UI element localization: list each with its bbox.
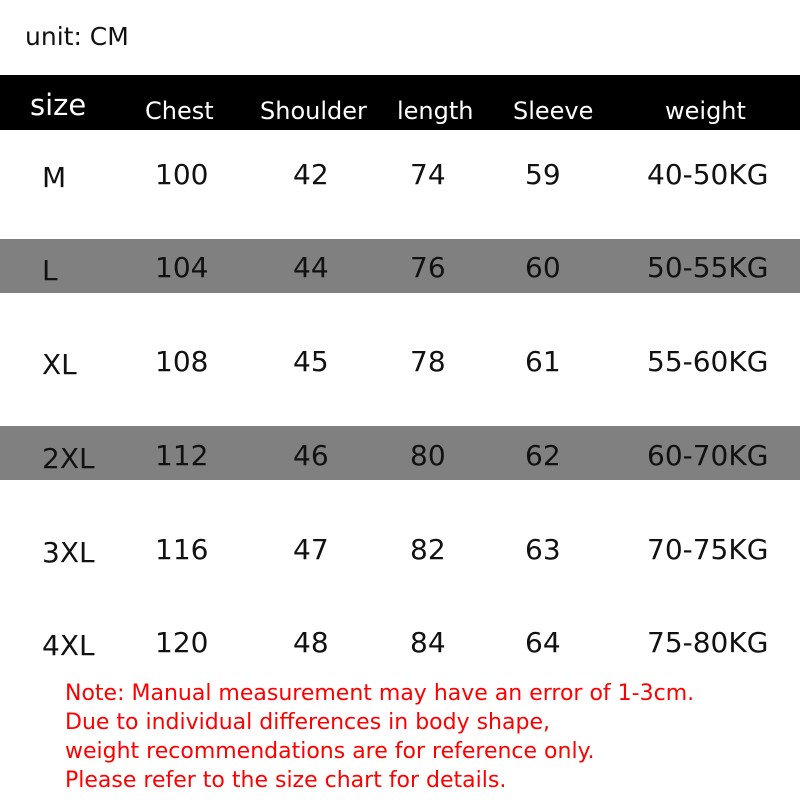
cell-sleeve: 62 bbox=[525, 439, 561, 472]
row-band bbox=[0, 239, 800, 293]
note-line: Please refer to the size chart for detai… bbox=[65, 768, 507, 793]
cell-length: 76 bbox=[410, 251, 446, 284]
header-length: length bbox=[397, 97, 474, 125]
cell-length: 74 bbox=[410, 158, 446, 191]
cell-chest: 100 bbox=[155, 158, 209, 191]
cell-weight: 55-60KG bbox=[647, 345, 769, 378]
cell-chest: 104 bbox=[155, 251, 209, 284]
cell-weight: 60-70KG bbox=[647, 439, 769, 472]
cell-chest: 112 bbox=[155, 439, 209, 472]
cell-length: 82 bbox=[410, 533, 446, 566]
cell-sleeve: 63 bbox=[525, 533, 561, 566]
header-size: size bbox=[30, 88, 87, 122]
cell-size: 2XL bbox=[42, 442, 95, 475]
cell-chest: 108 bbox=[155, 345, 209, 378]
cell-weight: 40-50KG bbox=[647, 158, 769, 191]
cell-chest: 116 bbox=[155, 533, 209, 566]
unit-label: unit: CM bbox=[25, 22, 129, 51]
header-chest: Chest bbox=[145, 97, 214, 125]
cell-sleeve: 64 bbox=[525, 626, 561, 659]
cell-shoulder: 44 bbox=[293, 251, 329, 284]
cell-length: 84 bbox=[410, 626, 446, 659]
cell-size: XL bbox=[42, 348, 77, 381]
header-weight: weight bbox=[665, 97, 746, 125]
cell-shoulder: 48 bbox=[293, 626, 329, 659]
cell-sleeve: 59 bbox=[525, 158, 561, 191]
cell-length: 80 bbox=[410, 439, 446, 472]
cell-chest: 120 bbox=[155, 626, 209, 659]
header-sleeve: Sleeve bbox=[513, 97, 594, 125]
cell-length: 78 bbox=[410, 345, 446, 378]
note-line: Note: Manual measurement may have an err… bbox=[65, 681, 695, 706]
note-line: weight recommendations are for reference… bbox=[65, 739, 595, 764]
table-header: size Chest Shoulder length Sleeve weight bbox=[0, 75, 800, 130]
cell-weight: 50-55KG bbox=[647, 251, 769, 284]
cell-shoulder: 46 bbox=[293, 439, 329, 472]
header-shoulder: Shoulder bbox=[260, 97, 367, 125]
cell-shoulder: 45 bbox=[293, 345, 329, 378]
cell-size: 4XL bbox=[42, 629, 95, 662]
cell-shoulder: 47 bbox=[293, 533, 329, 566]
cell-size: M bbox=[42, 161, 67, 194]
cell-size: L bbox=[42, 254, 58, 287]
cell-sleeve: 61 bbox=[525, 345, 561, 378]
cell-weight: 75-80KG bbox=[647, 626, 769, 659]
row-band bbox=[0, 426, 800, 480]
cell-sleeve: 60 bbox=[525, 251, 561, 284]
cell-shoulder: 42 bbox=[293, 158, 329, 191]
note-line: Due to individual differences in body sh… bbox=[65, 710, 550, 735]
measurement-note: Note: Manual measurement may have an err… bbox=[65, 679, 694, 795]
cell-weight: 70-75KG bbox=[647, 533, 769, 566]
cell-size: 3XL bbox=[42, 536, 95, 569]
